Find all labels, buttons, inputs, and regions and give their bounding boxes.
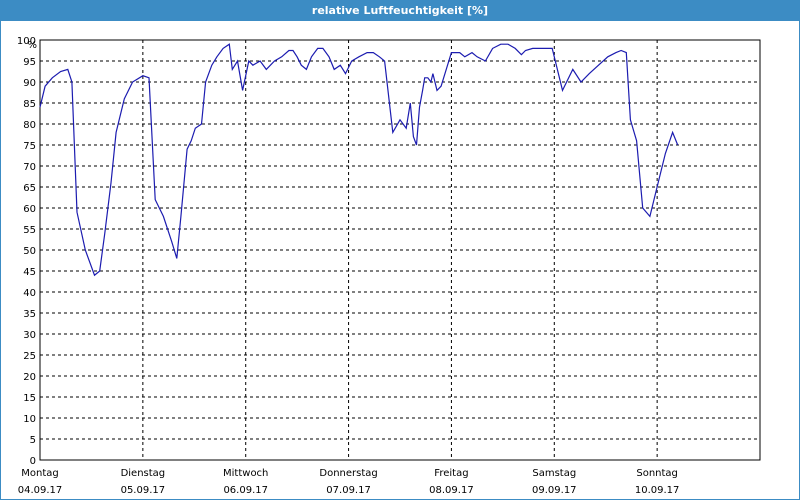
- x-tick-date-label: 07.09.17: [326, 485, 371, 496]
- humidity-series-line: [39, 43, 679, 277]
- x-tick-date-label: 06.09.17: [223, 485, 268, 496]
- y-tick-label: 75: [23, 141, 36, 152]
- x-tick-day-label: Donnerstag: [319, 468, 377, 479]
- y-tick-label: 35: [23, 309, 36, 320]
- x-tick-day-label: Freitag: [434, 468, 468, 479]
- plot-frame: [39, 39, 761, 461]
- x-tick-day-label: Sonntag: [636, 468, 678, 479]
- y-tick-label: 0: [30, 456, 36, 467]
- x-axis-labels: Montag 04.09.17 Dienstag 05.09.17 Mittwoch 06…: [18, 468, 680, 496]
- x-tick-day-label: Samstag: [532, 468, 576, 479]
- y-tick-label: 40: [23, 288, 36, 299]
- series-group: [39, 43, 679, 277]
- window-title: relative Luftfeuchtigkeit [%]: [1, 1, 799, 21]
- x-tick-date-label: 08.09.17: [429, 485, 474, 496]
- y-tick-label: 100: [17, 36, 36, 47]
- y-axis-unit-label: %: [27, 40, 37, 51]
- x-tick-date-label: 09.09.17: [532, 485, 577, 496]
- y-tick-label: 20: [23, 372, 36, 383]
- x-tick-day-label: Mittwoch: [223, 468, 268, 479]
- y-tick-label: 25: [23, 351, 36, 362]
- y-tick-label: 65: [23, 183, 36, 194]
- chart-grid: [40, 40, 760, 460]
- y-tick-label: 85: [23, 99, 36, 110]
- x-tick-date-label: 05.09.17: [121, 485, 166, 496]
- y-tick-label: 90: [23, 78, 36, 89]
- y-tick-label: 15: [23, 393, 36, 404]
- y-tick-label: 70: [23, 162, 36, 173]
- y-axis-labels: 0 5 10 15 20 25 30 35 40 45 50 55 60 65 70 75 80 85 90 95 10…: [17, 36, 36, 467]
- x-tick-date-label: 10.09.17: [635, 485, 680, 496]
- y-tick-label: 5: [30, 435, 36, 446]
- y-tick-label: 60: [23, 204, 36, 215]
- y-tick-label: 95: [23, 57, 36, 68]
- y-tick-label: 10: [23, 414, 36, 425]
- y-tick-label: 80: [23, 120, 36, 131]
- y-tick-label: 55: [23, 225, 36, 236]
- x-tick-date-label: 04.09.17: [18, 485, 63, 496]
- y-tick-label: 30: [23, 330, 36, 341]
- y-tick-label: 45: [23, 267, 36, 278]
- x-tick-day-label: Dienstag: [121, 468, 166, 479]
- x-tick-day-label: Montag: [21, 468, 58, 479]
- y-tick-label: 50: [23, 246, 36, 257]
